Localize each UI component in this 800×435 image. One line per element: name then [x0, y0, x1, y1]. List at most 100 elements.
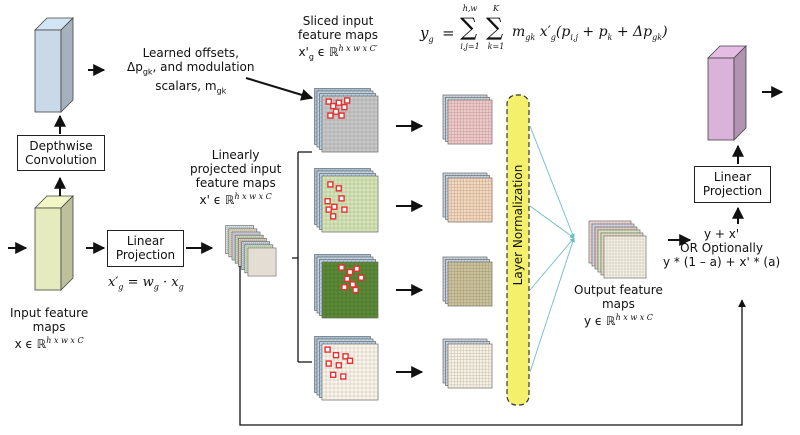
linearly-projected-line3: feature maps [195, 176, 276, 190]
linear-projection-left-line2: Projection [115, 248, 176, 262]
input-feature-maps-symbol: x ϵ ℝh x w x C [14, 336, 84, 351]
equation-equals: = [442, 24, 455, 42]
projection-formula: x′g = wg · xg [108, 275, 184, 292]
sliced-stack-2-layer-0-dot-4 [338, 195, 345, 202]
group-out-2-layer-0 [447, 177, 493, 223]
arrow-ln-to-output-1 [529, 125, 575, 239]
sliced-stack-2-layer-0-dot-1 [335, 185, 342, 192]
split-bracket [292, 151, 312, 363]
group-out-4-layer-0 [447, 343, 493, 389]
residual-line1: y + x' [703, 227, 740, 241]
flow-arrows [8, 64, 784, 426]
prism-blocks [34, 17, 747, 291]
offsets-label-line3: scalars, mgk [155, 79, 227, 96]
output-stack [588, 220, 647, 279]
residual-line2: OR Optionally [680, 241, 763, 255]
linear-projection-left-box: Linear Projection [107, 230, 184, 267]
input-block-side [60, 195, 74, 291]
layer-normalization-label: Layer Normalization [511, 164, 525, 286]
sliced-stack-4-layer-0-dot-2 [325, 360, 332, 367]
group-out-1-layer-0-lines [448, 100, 492, 144]
projected-stack-layer-0-lines [248, 248, 276, 276]
sliced-stack-2-layer-0-dot-2 [324, 197, 331, 205]
arrow-ln-to-output-3 [529, 237, 575, 291]
input-feature-maps-line1: Input feature [10, 306, 89, 320]
projected-stack-layer-0 [247, 247, 277, 277]
output-feature-maps-line1: Output feature [574, 283, 663, 297]
depthwise-convolution-box: Depthwise Convolution [17, 135, 105, 171]
linear-projection-right-box: Linear Projection [694, 166, 771, 203]
projected-stack [225, 225, 277, 277]
layer-norm-rect [506, 94, 530, 406]
sliced-stack-2-layer-0-dot-0 [327, 181, 334, 188]
sliced-stack-4-layer-0-dot-0 [324, 346, 331, 353]
output-block-front [707, 57, 735, 141]
equation-sum1-bottom: i,j=1 [460, 42, 480, 51]
offset-block [34, 17, 74, 113]
offsets-label: Learned offsets, Δpgk, and modulation sc… [127, 46, 255, 99]
sliced-stack-3-layer-0-dot-7 [352, 286, 359, 294]
equation-sum2-bottom: k=1 [487, 42, 505, 51]
group-out-1-layer-0 [447, 99, 493, 145]
output-block [707, 45, 747, 141]
sliced-stack-4-layer-0-dot-5 [330, 371, 337, 378]
equation-sum1-top: h,w [462, 4, 478, 13]
sliced-stack-3-layer-0 [321, 261, 379, 319]
arrow-ln-to-output-2 [529, 205, 575, 239]
sliced-stack-4 [314, 336, 379, 401]
group-out-4 [442, 338, 493, 389]
output-block-side [733, 45, 747, 141]
output-stack-layer-0 [603, 235, 647, 279]
sliced-stack-4-layer-0-dot-3 [335, 362, 342, 369]
group-out-4-layer-0-lines [448, 344, 492, 388]
offsets-label-line2: Δpgk, and modulation [127, 60, 255, 77]
sliced-stack-4-layer-0-lines [322, 344, 378, 400]
linearly-projected-line1: Linearly [211, 148, 260, 162]
sliced-stack-3-layer-0-dot-0 [338, 264, 345, 271]
sliced-stack-2-layer-0-dot-6 [341, 206, 348, 213]
equation-sum2-top: K [493, 4, 499, 13]
sliced-stack-4-layer-0-dot-1 [332, 352, 340, 359]
sliced-stack-1-layer-0-dot-3 [332, 108, 340, 115]
sum-sign-1: ∑ [460, 13, 478, 41]
input-block [34, 195, 74, 291]
skip-connection [239, 266, 746, 426]
residual-line3: y * (1 – a) + x' * (a) [663, 255, 781, 269]
sliced-stack-1 [314, 88, 379, 153]
linear-projection-left-line1: Linear [126, 234, 165, 248]
offsets-label-line1: Learned offsets, [142, 46, 239, 60]
sliced-stack-2-layer-0-dot-5 [330, 213, 337, 220]
sliced-stack-3-layer-0-dot-4 [358, 274, 365, 281]
group-out-1 [442, 94, 493, 145]
sum-sign-2: ∑ [486, 13, 504, 41]
sliced-stack-4-layer-0-dot-7 [346, 357, 354, 364]
linear-projection-right-line1: Linear [713, 170, 752, 184]
arrow-ln-to-output-4 [529, 237, 575, 373]
sliced-stack-1-layer-0-dot-5 [327, 112, 334, 119]
sliced-maps-symbol: x'g ϵ ℝh x w x C′ [298, 44, 378, 62]
depthwise-line2: Convolution [25, 153, 97, 167]
input-feature-maps-label: Input feature maps x ϵ ℝh x w x C [10, 306, 88, 351]
residual-label: y + x' OR Optionally y * (1 – a) + x' * … [663, 227, 780, 269]
group-out-3-layer-0-lines [448, 262, 492, 306]
deformable-equation: yg = h,w ∑ i,j=1 K ∑ k=1 mgk x′g(pi,j + … [420, 4, 690, 52]
group-out-2-layer-0-lines [448, 178, 492, 222]
arrow-label-to-sliced [245, 77, 314, 101]
sliced-maps-line2: feature maps [298, 28, 379, 42]
group-out-3-layer-0 [447, 261, 493, 307]
sliced-stack-1-layer-0-dot-1 [330, 102, 337, 110]
layer-normalization-bar [506, 94, 530, 406]
sliced-stack-1-layer-0-lines [322, 96, 378, 152]
sliced-stack-2-layer-0 [321, 175, 379, 233]
group-out-2 [442, 172, 493, 223]
sliced-stack-4-layer-0-dot-4 [342, 353, 349, 360]
offset-block-side [60, 17, 74, 113]
output-feature-maps-label: Output feature maps y ϵ ℝh x w x C [574, 283, 663, 328]
sliced-stack-3-layer-0-dot-3 [344, 275, 351, 282]
sliced-stack-2-layer-0-dot-7 [325, 206, 332, 213]
sliced-stack-4-layer-0-dot-6 [340, 373, 347, 380]
input-feature-maps-line2: maps [32, 320, 66, 334]
sliced-stack-3-layer-0-dot-5 [349, 281, 356, 288]
